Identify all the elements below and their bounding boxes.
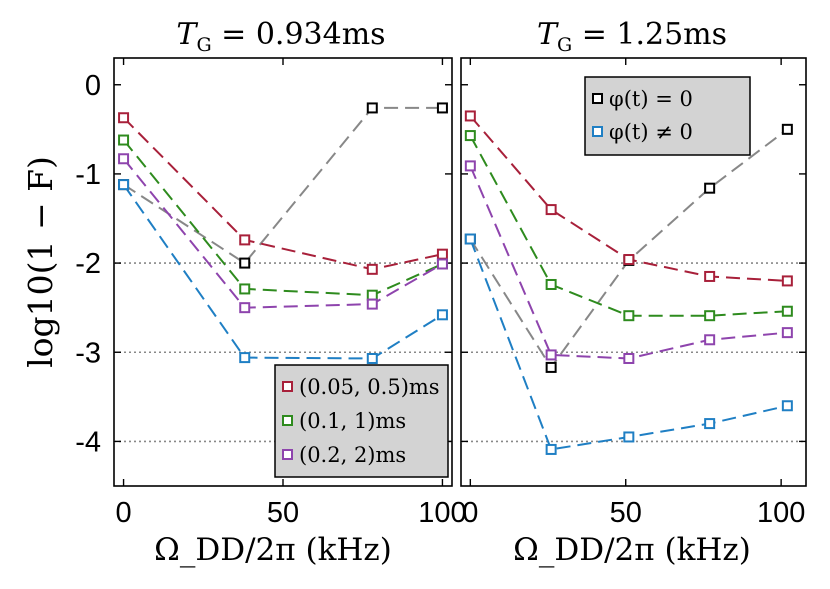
panel-right: TG = 1.25ms Ω_DD/2π (kHz) 0 50 100 φ(t) = 0… <box>460 17 807 568</box>
legend: φ(t) = 0 φ(t) ≠ 0 <box>584 76 751 156</box>
panel-title-left-rest: = 0.934ms <box>212 17 386 52</box>
data-point <box>623 431 635 443</box>
y-tick-label: -4 <box>75 426 101 458</box>
legend-label: (0.2, 2)ms <box>299 443 406 467</box>
data-point <box>239 302 251 314</box>
data-point <box>781 275 793 287</box>
series-line <box>123 106 443 265</box>
data-point <box>464 110 476 122</box>
y-tick-label: -1 <box>75 159 101 191</box>
data-point <box>366 289 378 301</box>
data-point <box>118 153 130 165</box>
data-point <box>239 234 251 246</box>
data-point <box>704 418 716 430</box>
panel-title-right: TG = 1.25ms <box>537 17 727 56</box>
x-tick-label: 100 <box>418 497 466 529</box>
data-point <box>464 160 476 172</box>
data-point <box>366 298 378 310</box>
y-axis-label: log10(1 − F) <box>21 156 60 368</box>
panel-title-right-sub: G <box>557 34 572 56</box>
data-point <box>623 352 635 364</box>
plot-frame <box>460 57 807 487</box>
data-point <box>366 102 378 114</box>
x-tick-label: 100 <box>757 497 805 529</box>
data-point <box>118 179 130 191</box>
series-line <box>122 184 443 360</box>
legend-label: φ(t) ≠ 0 <box>609 120 693 144</box>
data-point <box>118 134 130 146</box>
data-point <box>781 400 793 412</box>
data-point <box>545 204 557 216</box>
x-axis-label-left: Ω_DD/2π (kHz) <box>154 532 392 568</box>
y-tick-label: 0 <box>85 70 101 102</box>
legend-marker <box>282 449 293 460</box>
data-point <box>464 130 476 142</box>
series-line <box>469 128 789 370</box>
data-point <box>781 305 793 317</box>
legend-label: φ(t) = 0 <box>609 87 693 111</box>
data-point <box>781 123 793 135</box>
data-point <box>118 112 130 124</box>
data-point <box>239 283 251 295</box>
series-line <box>122 139 443 297</box>
panel-title-left-sub: G <box>196 34 211 56</box>
panel-title-left-main: T <box>176 17 198 52</box>
y-tick-label: -2 <box>75 248 101 280</box>
data-point <box>623 310 635 322</box>
data-point <box>366 352 378 364</box>
series-line <box>469 238 788 451</box>
panel-title-right-rest: = 1.25ms <box>572 17 727 52</box>
legend-label: (0.1, 1)ms <box>299 409 406 433</box>
legend-marker <box>592 126 603 137</box>
data-point <box>366 263 378 275</box>
data-point <box>545 349 557 361</box>
data-point <box>704 310 716 322</box>
legend-marker <box>282 381 293 392</box>
data-point <box>545 361 557 373</box>
data-point <box>239 352 251 364</box>
data-point <box>704 270 716 282</box>
panel-title-left: TG = 0.934ms <box>176 17 385 56</box>
data-point <box>436 309 448 321</box>
x-tick-label: 0 <box>115 497 131 529</box>
panel-title-right-main: T <box>537 17 559 52</box>
x-tick-label: 50 <box>267 497 299 529</box>
legend: (0.05, 0.5)ms (0.1, 1)ms (0.2, 2)ms <box>274 364 449 478</box>
panel-left: TG = 0.934ms Ω_DD/2π (kHz) 0 50 100 0 -1 -2 -3… <box>75 17 466 568</box>
x-axis-label-right: Ω_DD/2π (kHz) <box>513 532 751 568</box>
legend-marker <box>592 93 603 104</box>
data-point <box>239 257 251 269</box>
legend-box <box>584 76 751 156</box>
data-point <box>704 334 716 346</box>
data-point <box>464 233 476 245</box>
data-point <box>436 102 448 114</box>
data-point <box>545 278 557 290</box>
data-point <box>623 254 635 266</box>
data-point <box>436 248 448 260</box>
data-point <box>545 443 557 455</box>
series-line <box>122 158 443 309</box>
legend-label: (0.05, 0.5)ms <box>299 375 440 399</box>
legend-marker <box>282 415 293 426</box>
data-point <box>781 327 793 339</box>
x-tick-label: 50 <box>610 497 642 529</box>
x-tick-label: 0 <box>462 497 478 529</box>
data-point <box>704 182 716 194</box>
y-tick-label: -3 <box>75 337 101 369</box>
series-line <box>122 116 443 271</box>
data-point <box>436 258 448 270</box>
series-line <box>469 135 788 317</box>
legend-box <box>274 364 449 478</box>
